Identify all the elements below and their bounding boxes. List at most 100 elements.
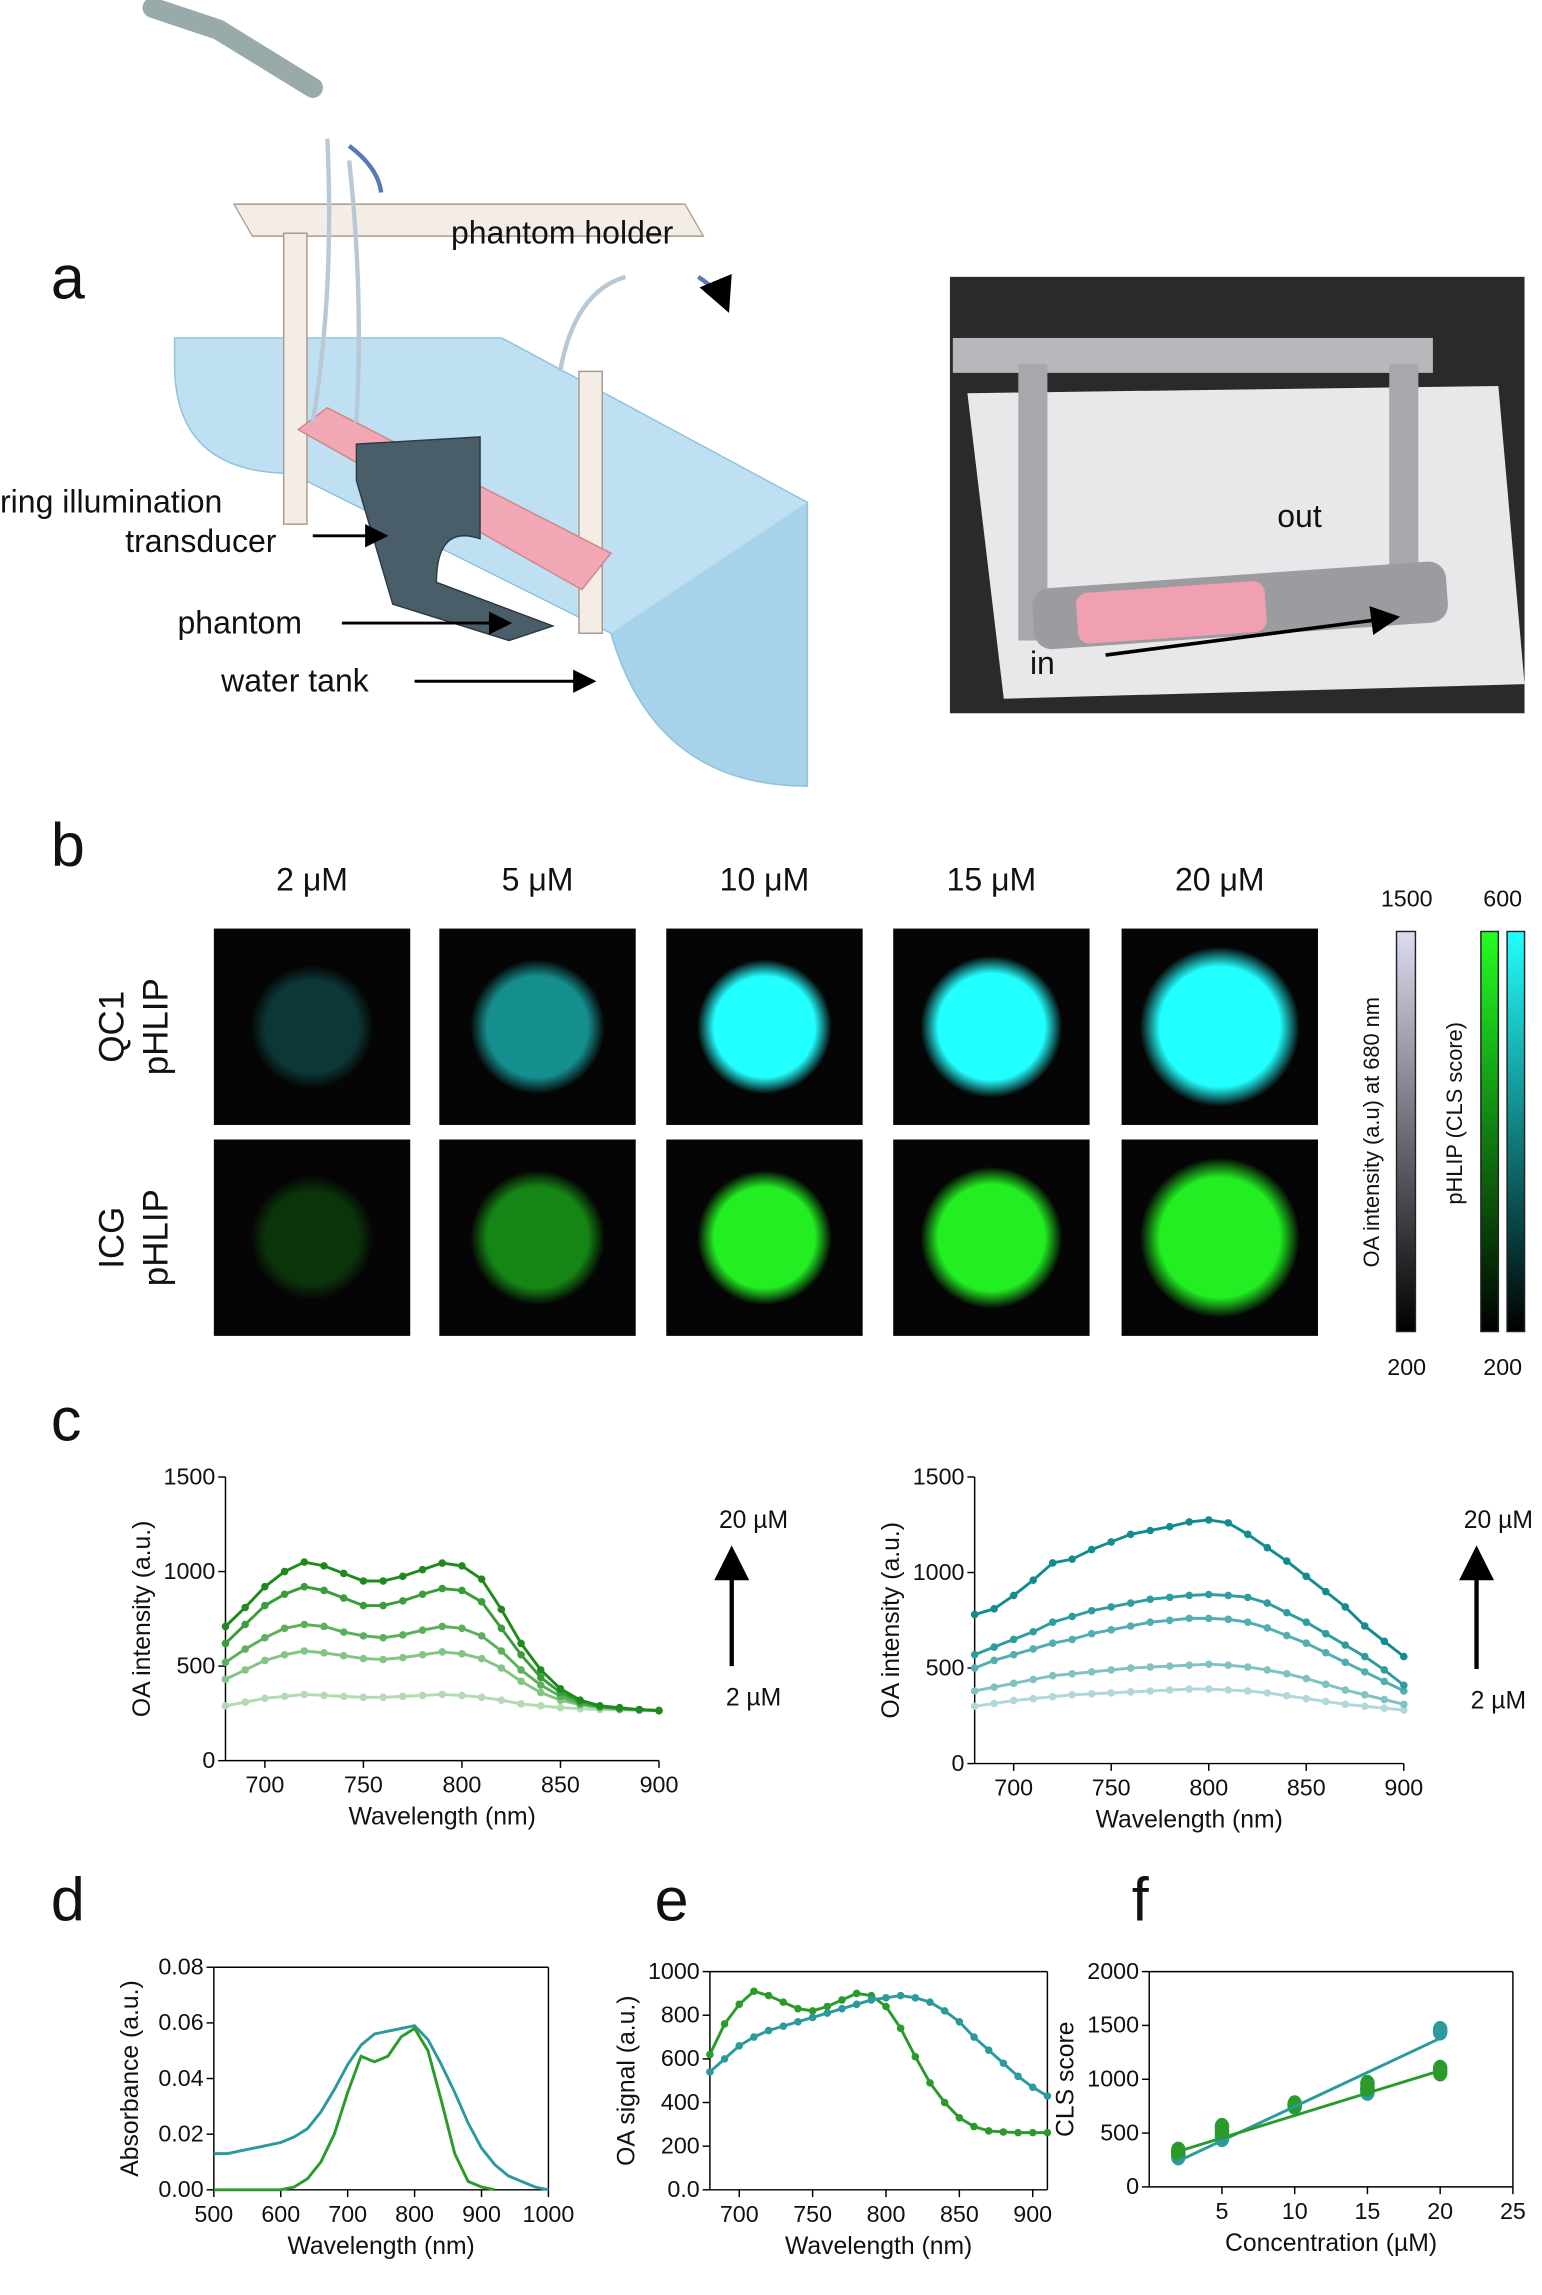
series-marker bbox=[1380, 1695, 1389, 1704]
y-tick-label: 800 bbox=[661, 2002, 700, 2028]
series-marker bbox=[418, 1650, 427, 1659]
phantom-signal bbox=[250, 964, 374, 1089]
series-line bbox=[224, 1560, 660, 1713]
series-marker bbox=[280, 1567, 289, 1576]
x-tick-label: 750 bbox=[793, 2201, 832, 2227]
series-marker bbox=[438, 1622, 447, 1631]
series-marker bbox=[999, 2128, 1008, 2136]
series-line bbox=[974, 1518, 1405, 1658]
series-marker bbox=[1224, 1519, 1233, 1527]
series-marker bbox=[984, 2127, 993, 2135]
annotation: 2 µM bbox=[1471, 1687, 1526, 1714]
panel-label: c bbox=[51, 1386, 82, 1454]
series-marker bbox=[399, 1692, 407, 1701]
series-marker bbox=[497, 1647, 506, 1655]
chart: 500 600 700 800 900 1000 0.00 0.02 0.04 0.06 0.08 W… bbox=[117, 1954, 574, 2260]
series-marker bbox=[1107, 1666, 1115, 1674]
point bbox=[1214, 2117, 1230, 2136]
phantom-signal bbox=[1139, 946, 1300, 1107]
diagram-label: phantom holder bbox=[451, 214, 674, 250]
chart: 5 10 15 20 25 0 500 1000 1500 2000 Concentration (… bbox=[1053, 1958, 1526, 2257]
series-marker bbox=[458, 1650, 466, 1658]
series-marker bbox=[990, 1605, 998, 1613]
series-marker bbox=[418, 1590, 427, 1599]
point bbox=[1360, 2074, 1375, 2093]
chart: 700 750 800 850 900 0 500 1000 1500 Wavelength (n… bbox=[129, 1463, 788, 1830]
x-tick-label: 900 bbox=[462, 2201, 501, 2227]
series-marker bbox=[261, 1601, 269, 1610]
series-marker bbox=[438, 1584, 447, 1593]
series-marker bbox=[970, 1702, 979, 1711]
series-marker bbox=[1068, 1635, 1076, 1644]
series-marker bbox=[517, 1650, 525, 1659]
x-tick-label: 700 bbox=[720, 2201, 759, 2227]
series-marker bbox=[517, 1639, 525, 1648]
x-tick-label: 800 bbox=[395, 2201, 434, 2227]
series-marker bbox=[1068, 1555, 1076, 1563]
series-marker bbox=[1243, 1687, 1252, 1695]
y-tick-label: 1000 bbox=[913, 1559, 965, 1585]
series-marker bbox=[339, 1692, 348, 1701]
series-marker bbox=[852, 1989, 861, 1998]
series-marker bbox=[896, 1991, 905, 2000]
series-marker bbox=[1028, 2128, 1037, 2137]
x-tick-label: 600 bbox=[261, 2201, 300, 2227]
series-marker bbox=[1361, 1702, 1369, 1711]
series-marker bbox=[1341, 1641, 1350, 1649]
y-tick-label: 0.0 bbox=[667, 2176, 699, 2202]
y-tick-label: 1500 bbox=[913, 1463, 965, 1489]
series-marker bbox=[399, 1597, 407, 1605]
series-marker bbox=[1087, 1606, 1096, 1615]
series-marker bbox=[882, 1993, 890, 2002]
x-tick-label: 500 bbox=[194, 2201, 233, 2227]
concentration-label: 10 μM bbox=[720, 862, 810, 898]
series-marker bbox=[1165, 1522, 1174, 1531]
series-marker bbox=[1185, 1661, 1194, 1669]
series-marker bbox=[261, 1694, 269, 1703]
row-label: ICG bbox=[93, 1207, 132, 1269]
series-marker bbox=[379, 1655, 387, 1664]
series-marker bbox=[477, 1693, 486, 1702]
x-axis-label: Wavelength (nm) bbox=[1096, 1807, 1283, 1834]
series-marker bbox=[1087, 1668, 1096, 1676]
series-marker bbox=[1263, 1543, 1272, 1552]
series-marker bbox=[970, 1610, 979, 1619]
series-marker bbox=[1107, 1626, 1115, 1634]
series-marker bbox=[320, 1586, 328, 1595]
series-marker bbox=[990, 1656, 998, 1665]
holder-top bbox=[232, 203, 705, 237]
series-marker bbox=[458, 1691, 466, 1700]
series-marker bbox=[990, 1643, 998, 1651]
series-marker bbox=[438, 1648, 447, 1656]
series-marker bbox=[320, 1622, 328, 1631]
series-marker bbox=[1014, 2072, 1022, 2081]
series-marker bbox=[241, 1645, 249, 1653]
series-marker bbox=[320, 1649, 328, 1657]
series-marker bbox=[1282, 1631, 1291, 1640]
series-marker bbox=[536, 1688, 545, 1697]
series-marker bbox=[477, 1654, 486, 1663]
series-marker bbox=[339, 1569, 348, 1578]
series-marker bbox=[970, 2033, 978, 2041]
series-marker bbox=[379, 1601, 387, 1610]
series-marker bbox=[1029, 1627, 1037, 1636]
series-marker bbox=[1400, 1706, 1408, 1714]
concentration-label: 2 μM bbox=[276, 862, 348, 898]
series-marker bbox=[1380, 1677, 1389, 1686]
series-marker bbox=[794, 2018, 802, 2026]
series-marker bbox=[1087, 1629, 1096, 1638]
series-marker bbox=[1165, 1662, 1174, 1670]
panel-label: f bbox=[1132, 1866, 1150, 1934]
series-marker bbox=[1302, 1618, 1311, 1626]
series-marker bbox=[1048, 1671, 1057, 1680]
series-marker bbox=[779, 1998, 788, 2006]
series-marker bbox=[926, 2079, 934, 2087]
series-marker bbox=[940, 2098, 949, 2107]
series-marker bbox=[867, 1996, 876, 2004]
tank-end bbox=[610, 502, 809, 787]
series-marker bbox=[280, 1692, 289, 1701]
series-marker bbox=[940, 2007, 949, 2015]
series-marker bbox=[1263, 1666, 1272, 1674]
